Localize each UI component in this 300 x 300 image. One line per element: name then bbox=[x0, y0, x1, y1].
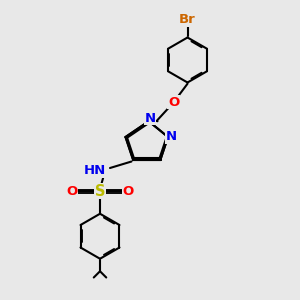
Text: N: N bbox=[165, 130, 177, 143]
Text: Br: Br bbox=[179, 13, 196, 26]
Text: HN: HN bbox=[83, 164, 106, 177]
Text: O: O bbox=[66, 185, 78, 198]
Text: S: S bbox=[95, 184, 105, 199]
Text: O: O bbox=[122, 185, 134, 198]
Text: O: O bbox=[168, 95, 179, 109]
Text: N: N bbox=[144, 112, 156, 125]
